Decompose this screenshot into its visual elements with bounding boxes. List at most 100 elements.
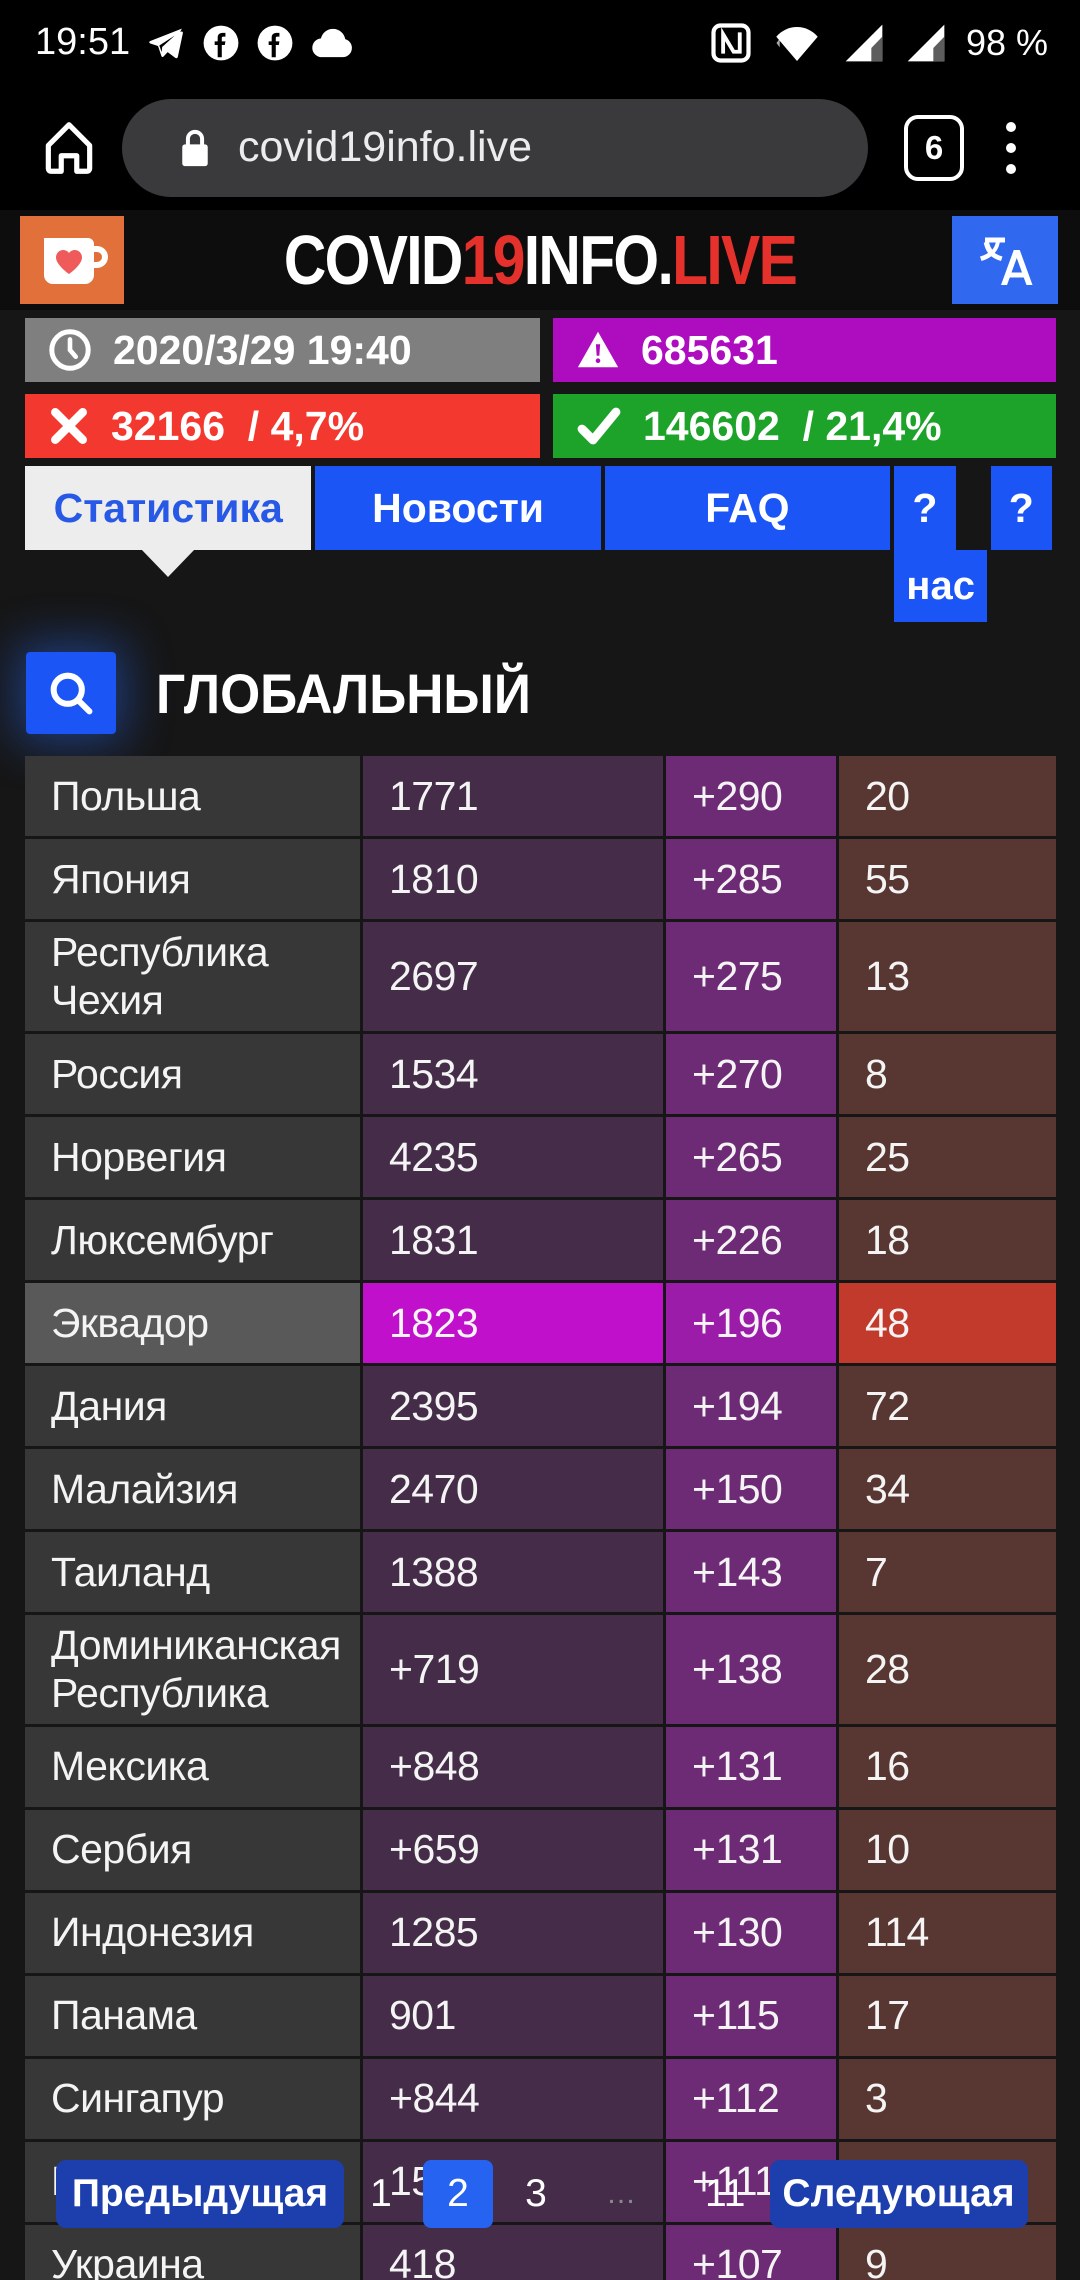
lock-icon[interactable] bbox=[178, 128, 212, 168]
cell-deaths: 28 bbox=[839, 1614, 1056, 1724]
cell-deaths: 114 bbox=[839, 1892, 1056, 1973]
table-row[interactable]: Россия 1534 +270 8 bbox=[25, 1033, 1056, 1114]
table-row[interactable]: Мексика +848 +131 16 bbox=[25, 1726, 1056, 1807]
menu-kebab-icon[interactable] bbox=[1006, 121, 1016, 174]
tab-counter-button[interactable]: 6 bbox=[904, 114, 964, 181]
table-row[interactable]: Польша 1771 +290 20 bbox=[25, 756, 1056, 836]
cell-country: Таиланд bbox=[25, 1531, 360, 1612]
cell-new: +290 bbox=[666, 756, 836, 836]
tab-faq[interactable]: FAQ bbox=[604, 466, 891, 550]
table-row[interactable]: Сингапур +844 +112 3 bbox=[25, 2058, 1056, 2139]
table-row[interactable]: Люксембург 1831 +226 18 bbox=[25, 1199, 1056, 1280]
section-bar: ГЛОБАЛЬНЫЙ bbox=[26, 652, 564, 734]
tab-about[interactable]: ? нас bbox=[894, 466, 988, 622]
stat-confirmed: 685631 bbox=[553, 318, 1056, 382]
cell-new: +138 bbox=[666, 1614, 836, 1724]
table-row[interactable]: Норвегия 4235 +265 25 bbox=[25, 1116, 1056, 1197]
table-row[interactable]: Дания 2395 +194 72 bbox=[25, 1365, 1056, 1446]
table-row[interactable]: Панама 901 +115 17 bbox=[25, 1975, 1056, 2056]
cell-total: 1388 bbox=[363, 1531, 663, 1612]
cell-country: Норвегия bbox=[25, 1116, 360, 1197]
cell-new: +270 bbox=[666, 1033, 836, 1114]
cell-total: 2470 bbox=[363, 1448, 663, 1529]
stat-confirmed-value: 685631 bbox=[641, 326, 778, 373]
cell-deaths: 7 bbox=[839, 1531, 1056, 1612]
cell-country: Малайзия bbox=[25, 1448, 360, 1529]
x-mark-icon bbox=[47, 404, 91, 448]
translate-button[interactable] bbox=[952, 216, 1058, 304]
title-part-live: LIVE bbox=[672, 221, 798, 299]
table-row[interactable]: Доминиканская Республика +719 +138 28 bbox=[25, 1614, 1056, 1724]
table-row[interactable]: Малайзия 2470 +150 34 bbox=[25, 1448, 1056, 1529]
cell-deaths: 18 bbox=[839, 1199, 1056, 1280]
cell-new: +107 bbox=[666, 2224, 836, 2280]
cell-total: +848 bbox=[363, 1726, 663, 1807]
table-row[interactable]: Индонезия 1285 +130 114 bbox=[25, 1892, 1056, 1973]
stat-recovered: 146602 / 21,4% bbox=[553, 394, 1056, 458]
cell-new: +275 bbox=[666, 922, 836, 1031]
url-text[interactable]: covid19info.live bbox=[238, 123, 533, 171]
table-row[interactable]: Эквадор 1823 +196 48 bbox=[25, 1282, 1056, 1363]
cell-total: 2697 bbox=[363, 922, 663, 1031]
cell-deaths: 72 bbox=[839, 1365, 1056, 1446]
cell-country: Япония bbox=[25, 839, 360, 919]
pagination-page-3[interactable]: 3 bbox=[525, 2172, 547, 2215]
tab-help[interactable]: ? bbox=[990, 466, 1052, 550]
cell-new: +115 bbox=[666, 1975, 836, 2056]
cell-total: 901 bbox=[363, 1975, 663, 2056]
table-row[interactable]: Сербия +659 +131 10 bbox=[25, 1809, 1056, 1890]
cell-new: +130 bbox=[666, 1892, 836, 1973]
title-part-19: 19 bbox=[461, 221, 526, 299]
cell-total: 1285 bbox=[363, 1892, 663, 1973]
cell-total: 418 bbox=[363, 2224, 663, 2280]
pagination-page-2[interactable]: 2 bbox=[423, 2160, 493, 2228]
cell-country: Сербия bbox=[25, 1809, 360, 1890]
home-icon[interactable] bbox=[38, 117, 100, 179]
site-header: COVID 19 INFO. LIVE bbox=[0, 210, 1080, 310]
kofi-donate-button[interactable] bbox=[20, 216, 124, 304]
cell-deaths: 13 bbox=[839, 922, 1056, 1031]
table-row[interactable]: Республика Чехия 2697 +275 13 bbox=[25, 922, 1056, 1031]
nav-tabs: Статистика Новости FAQ ? нас ? bbox=[25, 466, 1056, 622]
wifi-icon bbox=[770, 21, 824, 65]
title-part-covid: COVID bbox=[283, 221, 464, 299]
kofi-mug-icon bbox=[44, 238, 108, 284]
tab-news[interactable]: Новости bbox=[315, 466, 601, 550]
table-row[interactable]: Украина 418 +107 9 bbox=[25, 2224, 1056, 2280]
cell-country: Панама bbox=[25, 1975, 360, 2056]
cell-country: Польша bbox=[25, 756, 360, 836]
battery-level: 98 % bbox=[965, 21, 1048, 63]
tab-statistics[interactable]: Статистика bbox=[25, 466, 312, 550]
cell-total: +659 bbox=[363, 1809, 663, 1890]
pagination-page-1[interactable]: 1 bbox=[370, 2172, 392, 2215]
pagination-page-11[interactable]: 11 bbox=[705, 2172, 746, 2215]
cell-new: +131 bbox=[666, 1726, 836, 1807]
pagination-next-button[interactable]: Следующая bbox=[769, 2160, 1028, 2228]
tab-about-nas-label[interactable]: нас bbox=[894, 550, 988, 622]
url-bar[interactable]: covid19info.live bbox=[122, 98, 868, 197]
table-row[interactable]: Япония 1810 +285 55 bbox=[25, 839, 1056, 919]
cell-new: +196 bbox=[666, 1282, 836, 1363]
title-part-info: INFO. bbox=[523, 221, 674, 299]
pagination-prev-button[interactable]: Предыдущая bbox=[56, 2160, 344, 2228]
facebook-icon bbox=[256, 24, 294, 62]
pagination: Предыдущая 1 2 3 … 11 Следующая bbox=[0, 2160, 1080, 2228]
cell-deaths: 20 bbox=[839, 756, 1056, 836]
signal-icon bbox=[904, 21, 948, 65]
cell-new: +194 bbox=[666, 1365, 836, 1446]
cell-total: +844 bbox=[363, 2058, 663, 2139]
table-row[interactable]: Таиланд 1388 +143 7 bbox=[25, 1531, 1056, 1612]
translate-icon bbox=[980, 237, 1033, 285]
cell-deaths: 25 bbox=[839, 1116, 1056, 1197]
cell-total: 1823 bbox=[363, 1282, 663, 1363]
cell-country: Доминиканская Республика bbox=[25, 1614, 360, 1724]
cell-country: Мексика bbox=[25, 1726, 360, 1807]
pagination-ellipsis: … bbox=[606, 2177, 638, 2210]
browser-toolbar: covid19info.live 6 bbox=[0, 85, 1080, 210]
search-button[interactable] bbox=[26, 652, 116, 734]
clock-time: 19:51 bbox=[35, 21, 131, 63]
cloud-icon bbox=[310, 23, 356, 63]
pagination-pages: 1 2 3 … 11 bbox=[344, 2160, 746, 2228]
cell-total: 2395 bbox=[363, 1365, 663, 1446]
